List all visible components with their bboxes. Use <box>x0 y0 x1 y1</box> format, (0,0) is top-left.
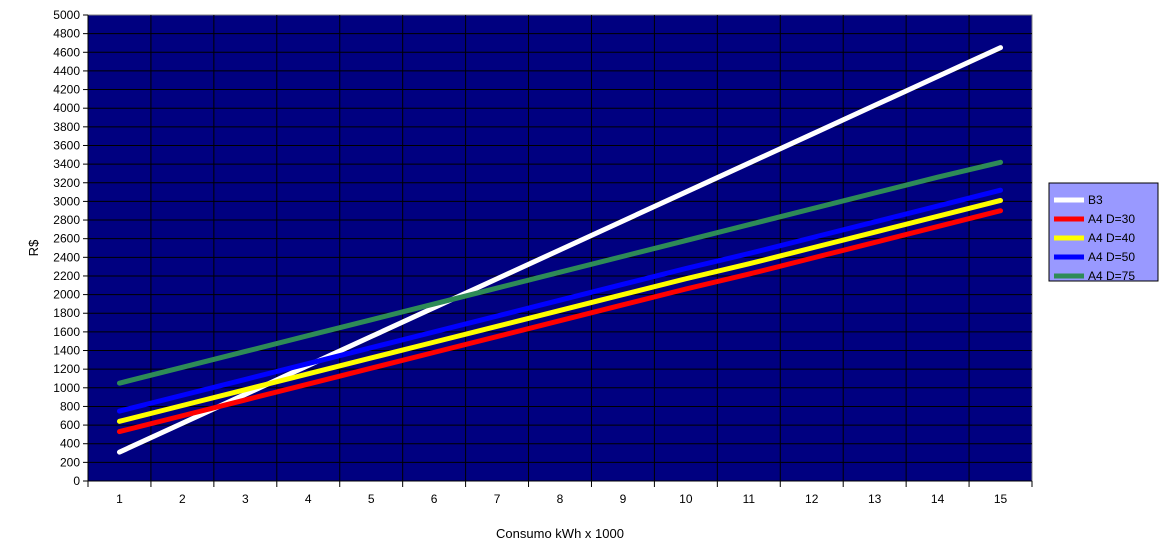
y-tick-label: 2600 <box>53 232 80 246</box>
y-tick-label: 4400 <box>53 64 80 78</box>
y-tick-label: 1200 <box>53 362 80 376</box>
x-tick-label: 15 <box>994 492 1008 506</box>
y-tick-label: 2000 <box>53 288 80 302</box>
legend-label: A4 D=40 <box>1088 231 1135 245</box>
x-tick-label: 11 <box>743 492 756 506</box>
y-tick-label: 3800 <box>53 120 80 134</box>
y-tick-label: 2400 <box>53 250 80 264</box>
series-line <box>116 187 1004 414</box>
series-lines <box>116 45 1004 455</box>
y-tick-label: 3600 <box>53 138 80 152</box>
y-axis-label: R$ <box>26 239 41 256</box>
y-tick-label: 5000 <box>53 8 80 22</box>
y-tick-label: 2200 <box>53 269 80 283</box>
x-tick-label: 4 <box>305 492 312 506</box>
y-tick-label: 600 <box>60 418 80 432</box>
series-line <box>116 208 1004 435</box>
y-tick-label: 4200 <box>53 83 80 97</box>
series-line <box>116 159 1004 386</box>
x-tick-label: 12 <box>805 492 819 506</box>
legend-label: B3 <box>1088 193 1103 207</box>
x-axis: 1 2 3 4 5 6 7 8 9 10 11 12 13 14 15 <box>87 480 1033 506</box>
x-tick-label: 3 <box>242 492 249 506</box>
legend-label: A4 D=30 <box>1088 212 1135 226</box>
legend-label: A4 D=75 <box>1088 269 1135 283</box>
y-axis: 0 200 400 600 800 1000 1200 1400 1600 1800 2000 220… <box>53 8 89 488</box>
y-tick-label: 1600 <box>53 325 80 339</box>
y-tick-label: 400 <box>60 437 80 451</box>
y-tick-label: 0 <box>73 474 80 488</box>
x-tick-label: 6 <box>431 492 438 506</box>
x-tick-label: 10 <box>679 492 693 506</box>
x-tick-label: 7 <box>494 492 501 506</box>
y-tick-label: 4000 <box>53 101 80 115</box>
x-tick-label: 5 <box>368 492 375 506</box>
x-tick-label: 8 <box>557 492 564 506</box>
legend: B3 A4 D=30 A4 D=40 A4 D=50 A4 D=75 <box>1048 182 1159 283</box>
x-tick-label: 9 <box>620 492 627 506</box>
y-tick-label: 1800 <box>53 306 80 320</box>
y-tick-label: 4600 <box>53 45 80 59</box>
y-tick-label: 3000 <box>53 194 80 208</box>
x-tick-label: 13 <box>868 492 882 506</box>
y-tick-label: 3400 <box>53 157 80 171</box>
y-tick-label: 1000 <box>53 381 80 395</box>
x-tick-label: 1 <box>116 492 123 506</box>
y-tick-label: 2800 <box>53 213 80 227</box>
legend-label: A4 D=50 <box>1088 250 1135 264</box>
y-tick-label: 3200 <box>53 176 80 190</box>
y-tick-label: 800 <box>60 399 80 413</box>
y-tick-label: 200 <box>60 455 80 469</box>
x-tick-label: 2 <box>179 492 186 506</box>
y-tick-label: 4800 <box>53 27 80 41</box>
x-axis-label: Consumo kWh x 1000 <box>496 526 624 541</box>
series-line <box>116 197 1004 424</box>
x-tick-label: 14 <box>931 492 945 506</box>
y-tick-label: 1400 <box>53 344 80 358</box>
